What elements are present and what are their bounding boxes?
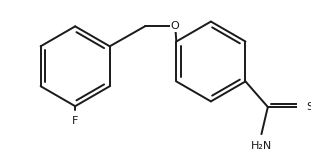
Text: H₂N: H₂N (251, 140, 272, 151)
Text: F: F (72, 116, 78, 126)
Text: S: S (306, 102, 311, 112)
Text: O: O (171, 21, 179, 31)
